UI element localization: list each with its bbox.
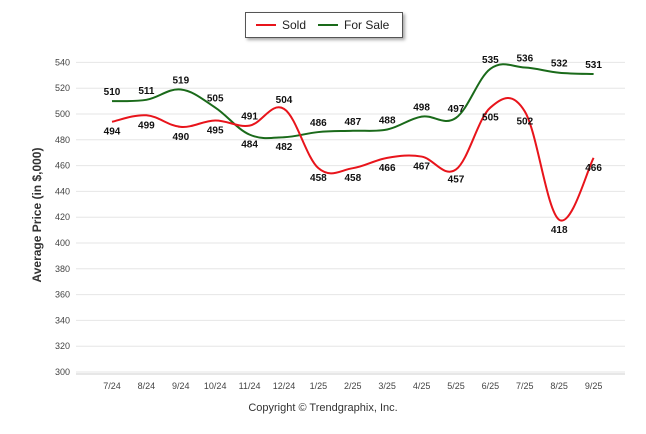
legend-item-sold[interactable]: Sold (256, 18, 306, 32)
x-tick-label: 7/24 (103, 381, 121, 391)
data-label-sold: 466 (379, 163, 396, 174)
y-tick-label: 360 (55, 290, 70, 300)
data-label-for-sale: 486 (310, 118, 327, 129)
data-label-for-sale: 536 (516, 54, 533, 65)
y-tick-labels: 300 320 340 360 380 400 420 440 460 480 500 520 540 (55, 57, 70, 377)
y-axis-label: Average Price (in $,000) (30, 147, 44, 283)
x-tick-labels: 7/24 8/24 9/24 10/24 11/24 12/24 1/25 2/25 3/25 4… (103, 381, 602, 391)
data-label-sold: 466 (585, 163, 602, 174)
data-label-sold: 458 (310, 173, 327, 184)
data-label-for-sale: 488 (379, 115, 396, 126)
x-tick-label: 10/24 (204, 381, 227, 391)
data-label-sold: 499 (138, 120, 155, 131)
data-label-sold: 418 (551, 225, 568, 236)
data-label-sold: 467 (413, 162, 430, 173)
data-label-sold: 494 (104, 127, 121, 138)
x-tick-label: 11/24 (239, 381, 261, 391)
data-label-for-sale: 497 (448, 104, 465, 115)
x-tick-label: 5/25 (447, 381, 465, 391)
x-tick-label: 1/25 (310, 381, 328, 391)
x-tick-label: 6/25 (482, 381, 500, 391)
y-tick-label: 500 (55, 109, 70, 119)
data-label-for-sale: 487 (344, 117, 361, 128)
copyright-text: Copyright © Trendgraphix, Inc. (248, 402, 398, 414)
x-tick-label: 7/25 (516, 381, 534, 391)
data-label-sold: 505 (482, 113, 499, 124)
y-tick-label: 520 (55, 83, 70, 93)
legend-swatch-sold (256, 24, 276, 26)
x-tick-label: 2/25 (344, 381, 362, 391)
legend: Sold For Sale (245, 12, 403, 38)
legend-swatch-for-sale (318, 24, 338, 26)
x-tick-label: 8/25 (550, 381, 568, 391)
data-label-sold: 495 (207, 125, 224, 136)
data-label-for-sale: 482 (276, 142, 293, 153)
x-tick-label: 9/25 (585, 381, 603, 391)
data-label-sold: 457 (448, 174, 465, 185)
x-tick-label: 8/24 (138, 381, 156, 391)
grid-lines (76, 61, 625, 375)
y-tick-label: 340 (55, 315, 70, 325)
legend-item-for-sale[interactable]: For Sale (318, 18, 389, 32)
data-label-for-sale: 510 (104, 87, 121, 98)
data-label-sold: 491 (241, 112, 258, 123)
data-label-sold: 504 (276, 95, 293, 106)
y-tick-label: 320 (55, 341, 70, 351)
data-label-for-sale: 498 (413, 103, 430, 114)
data-label-sold: 458 (344, 173, 361, 184)
y-tick-label: 380 (55, 264, 70, 274)
data-label-for-sale: 505 (207, 94, 224, 105)
data-label-sold: 502 (516, 116, 533, 127)
data-label-for-sale: 484 (241, 140, 258, 151)
y-tick-label: 480 (55, 135, 70, 145)
series-lines (111, 63, 595, 222)
data-label-for-sale: 511 (138, 86, 155, 97)
data-label-for-sale: 519 (172, 75, 189, 86)
data-labels: 494 499 490 495 491 504 458 458 466 467 457 505 502 4… (104, 54, 603, 236)
data-label-for-sale: 535 (482, 55, 499, 66)
data-label-for-sale: 532 (551, 59, 568, 70)
y-tick-label: 400 (55, 238, 70, 248)
legend-label-sold: Sold (282, 18, 307, 32)
series-line-sold (111, 97, 595, 222)
x-tick-label: 9/24 (172, 381, 190, 391)
data-label-sold: 490 (172, 132, 189, 143)
y-tick-label: 460 (55, 161, 70, 171)
legend-label-for-sale: For Sale (344, 18, 390, 32)
x-tick-label: 3/25 (378, 381, 396, 391)
y-tick-label: 440 (55, 186, 70, 196)
series-line-for-sale (111, 63, 594, 140)
x-tick-label: 4/25 (413, 381, 431, 391)
y-tick-label: 540 (55, 57, 70, 67)
y-tick-label: 300 (55, 367, 70, 377)
x-tick-label: 12/24 (273, 381, 296, 391)
data-label-for-sale: 531 (585, 60, 602, 71)
y-tick-label: 420 (55, 212, 70, 222)
